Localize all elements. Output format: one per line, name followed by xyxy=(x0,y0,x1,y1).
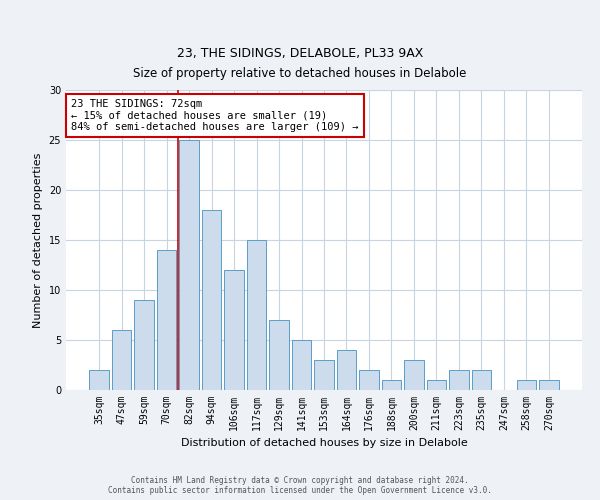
Bar xyxy=(539,380,559,390)
Bar xyxy=(157,250,176,390)
Bar xyxy=(404,360,424,390)
Bar xyxy=(179,140,199,390)
Bar xyxy=(472,370,491,390)
X-axis label: Distribution of detached houses by size in Delabole: Distribution of detached houses by size … xyxy=(181,438,467,448)
Text: Size of property relative to detached houses in Delabole: Size of property relative to detached ho… xyxy=(133,67,467,80)
Bar xyxy=(134,300,154,390)
Text: Contains HM Land Registry data © Crown copyright and database right 2024.
Contai: Contains HM Land Registry data © Crown c… xyxy=(108,476,492,495)
Bar xyxy=(449,370,469,390)
Text: 23, THE SIDINGS, DELABOLE, PL33 9AX: 23, THE SIDINGS, DELABOLE, PL33 9AX xyxy=(177,47,423,60)
Bar xyxy=(427,380,446,390)
Bar xyxy=(382,380,401,390)
Bar xyxy=(202,210,221,390)
Bar xyxy=(89,370,109,390)
Bar xyxy=(247,240,266,390)
Bar xyxy=(337,350,356,390)
Bar xyxy=(517,380,536,390)
Bar xyxy=(359,370,379,390)
Bar xyxy=(269,320,289,390)
Text: 23 THE SIDINGS: 72sqm
← 15% of detached houses are smaller (19)
84% of semi-deta: 23 THE SIDINGS: 72sqm ← 15% of detached … xyxy=(71,99,359,132)
Bar xyxy=(224,270,244,390)
Bar xyxy=(112,330,131,390)
Y-axis label: Number of detached properties: Number of detached properties xyxy=(33,152,43,328)
Bar xyxy=(314,360,334,390)
Bar xyxy=(292,340,311,390)
